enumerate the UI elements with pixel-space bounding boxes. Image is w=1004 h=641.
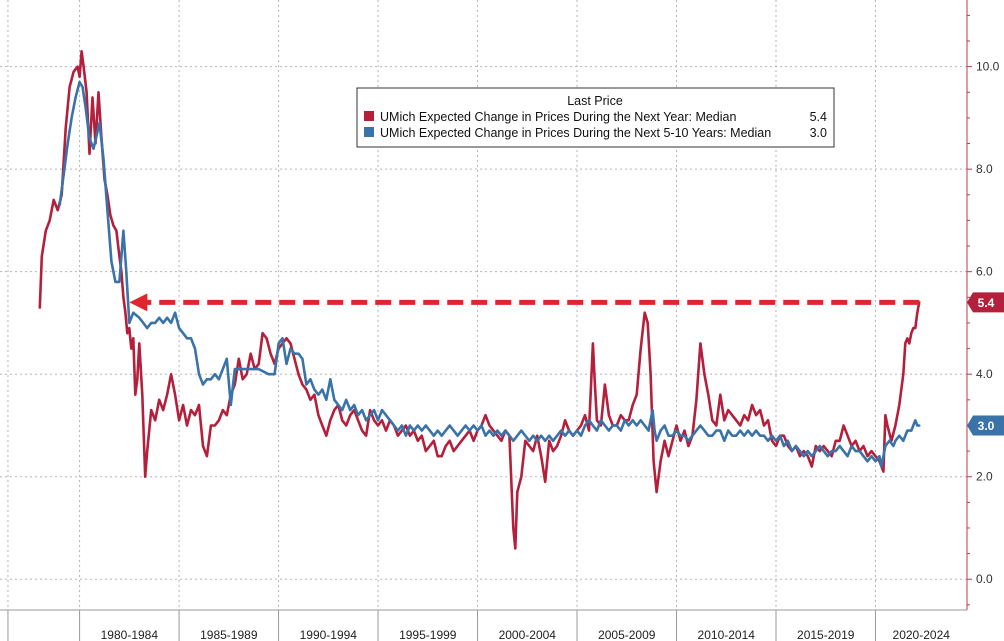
legend: Last Price UMich Expected Change in Pric… [356,87,835,148]
annotation-layer [129,293,920,312]
x-tick-label: 2015-2019 [797,628,855,641]
x-tick-label: 2005-2009 [598,628,656,641]
grid-layer [0,0,967,610]
five-to-ten-year-inflation-line [58,80,921,468]
series-layer [38,50,921,550]
last-value-badge-1y: 5.4 [967,292,1004,313]
x-tick-label: 1980-1984 [101,628,159,641]
legend-swatch-5-10y [364,127,374,137]
x-tick-label: 2010-2014 [698,628,756,641]
legend-value-1y: 5.4 [810,110,827,124]
badge-value: 3.0 [978,419,995,433]
badge-shape [967,415,1004,436]
x-tick-label: 1995-1999 [399,628,457,641]
legend-label-5-10y: UMich Expected Change in Prices During t… [380,126,771,140]
legend-header: Last Price [567,94,623,108]
legend-swatch-1y [364,111,374,121]
legend-value-5-10y: 3.0 [810,126,827,140]
y-tick-label: 8.0 [976,162,993,176]
legend-label-1y: UMich Expected Change in Prices During t… [380,110,736,124]
y-tick-layer: 0.0 2.0 4.0 6.0 8.0 10.0 [967,14,1000,606]
x-tick-layer: 1980-1984 1985-1989 1990-1994 1995-1999 2000… [7,610,951,641]
y-tick-label: 10.0 [976,60,1000,74]
y-tick-label: 4.0 [976,367,993,381]
x-tick-label: 2000-2004 [499,628,557,641]
last-value-badges: 5.4 3.0 [967,292,1004,436]
badge-value: 5.4 [978,296,995,310]
y-tick-label: 0.0 [976,572,993,586]
y-tick-label: 6.0 [976,265,993,279]
arrow-head [129,293,148,312]
badge-shape [967,292,1004,313]
axis-layer [0,0,968,611]
legend-box [356,87,835,148]
y-tick-label: 2.0 [976,470,993,484]
x-tick-label: 1990-1994 [300,628,358,641]
x-tick-label: 1985-1989 [200,628,258,641]
x-tick-label: 2020-2024 [893,628,951,641]
last-value-badge-5-10y: 3.0 [967,415,1004,436]
